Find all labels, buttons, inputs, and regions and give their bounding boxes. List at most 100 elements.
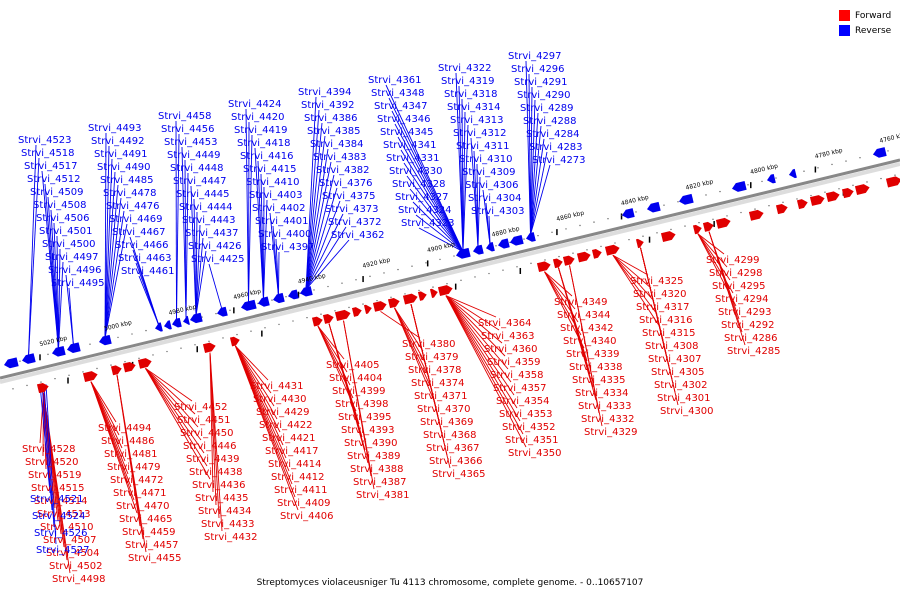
forward-gene-arrow [796, 199, 808, 210]
reverse-gene-arrow [4, 357, 19, 369]
forward-gene-label: Strvi_4387 [353, 477, 407, 488]
reverse-gene-label: Strvi_4443 [182, 215, 236, 226]
forward-gene-label: Strvi_4455 [128, 553, 182, 564]
forward-gene-arrow [604, 244, 620, 256]
axis-dot [222, 337, 224, 339]
forward-gene-label: Strvi_4438 [189, 467, 243, 478]
reverse-gene-arrow [498, 238, 510, 249]
forward-gene-label: Strvi_4342 [560, 323, 614, 334]
axis-dot [705, 194, 707, 196]
reverse-gene-leader [195, 250, 207, 317]
reverse-gene-leader [208, 263, 223, 310]
forward-gene-arrow [110, 365, 122, 376]
reverse-gene-arrow [300, 286, 313, 297]
forward-gene-label: Strvi_4404 [329, 373, 383, 384]
axis-dot [544, 259, 546, 261]
forward-gene-leader [708, 231, 746, 346]
axis-dot [537, 234, 539, 237]
forward-gene-leader [235, 345, 275, 407]
reverse-gene-leader [275, 238, 279, 296]
reverse-gene-label: Strvi_4296 [511, 64, 565, 75]
forward-gene-label: Strvi_4405 [326, 360, 380, 371]
reverse-gene-leader [28, 144, 37, 357]
forward-gene-leader [445, 295, 497, 318]
forward-gene-label: Strvi_4486 [101, 436, 155, 447]
reverse-gene-label: Strvi_4415 [243, 164, 297, 175]
forward-gene-label: Strvi_4329 [584, 427, 638, 438]
axis-dot [747, 184, 749, 186]
axis-dot [831, 163, 833, 166]
axis-dot [670, 228, 672, 231]
reverse-gene-leader [305, 148, 329, 290]
forward-gene-leader [145, 368, 205, 454]
axis-dot [887, 150, 889, 152]
forward-gene-label: Strvi_4429 [256, 407, 310, 418]
reverse-gene-label: Strvi_4467 [112, 227, 166, 238]
axis-dot [656, 232, 658, 234]
reverse-gene-leader [248, 121, 250, 304]
axis-dot [229, 309, 231, 311]
reverse-gene-label: Strvi_4283 [529, 142, 583, 153]
forward-gene-label: Strvi_4339 [566, 349, 620, 360]
forward-gene-label: Strvi_4504 [46, 548, 100, 559]
reverse-gene-arrow [486, 242, 495, 252]
reverse-gene-leader [476, 163, 479, 248]
axis-dot [628, 238, 630, 241]
reverse-gene-leader [305, 187, 338, 290]
reverse-gene-label: Strvi_4304 [468, 193, 522, 204]
forward-gene-label: Strvi_4457 [125, 540, 179, 551]
forward-gene-leader [697, 233, 731, 281]
axis-dot [110, 364, 112, 366]
forward-gene-leader [410, 304, 451, 469]
forward-gene-leader [43, 392, 71, 574]
reverse-gene-leader [257, 160, 264, 300]
forward-gene-leader [445, 295, 515, 396]
reverse-gene-label: Strvi_4526 [34, 528, 88, 539]
forward-gene-leader [569, 265, 603, 427]
forward-gene-label: Strvi_4439 [186, 454, 240, 465]
forward-gene-label: Strvi_4507 [43, 535, 97, 546]
gene-arrows [4, 147, 900, 394]
forward-gene-label: Strvi_4393 [341, 425, 395, 436]
forward-gene-label: Strvi_4352 [502, 422, 556, 433]
reverse-gene-label: Strvi_4485 [100, 175, 154, 186]
axis-tick-label: 4820 kbp [685, 178, 714, 192]
axis-dot [782, 201, 784, 204]
axis-dot [880, 177, 882, 180]
forward-gene-leader [612, 254, 655, 302]
reverse-gene-label: Strvi_4375 [322, 191, 376, 202]
forward-gene-label: Strvi_4350 [508, 448, 562, 459]
reverse-gene-label: Strvi_4469 [109, 214, 163, 225]
forward-gene-label: Strvi_4317 [636, 302, 690, 313]
forward-gene-leader [445, 295, 506, 357]
reverse-gene-leader [45, 384, 57, 545]
axis-dot [404, 293, 406, 295]
reverse-gene-label: Strvi_4508 [33, 200, 87, 211]
reverse-gene-label: Strvi_4361 [368, 75, 422, 86]
reverse-gene-label: Strvi_4291 [514, 77, 568, 88]
forward-gene-leader [445, 295, 503, 344]
forward-gene-label: Strvi_4471 [113, 488, 167, 499]
reverse-gene-leader [195, 211, 198, 316]
reverse-gene-label: Strvi_4523 [18, 135, 72, 146]
reverse-gene-leader [248, 134, 253, 304]
axis-dot [278, 323, 280, 326]
forward-gene-leader [343, 320, 375, 490]
reverse-gene-label: Strvi_4306 [465, 180, 519, 191]
reverse-gene-leader [412, 201, 464, 252]
forward-gene-leader [445, 295, 512, 383]
forward-gene-label: Strvi_4451 [177, 415, 231, 426]
axis-tick-label: 5020 kbp [39, 335, 68, 349]
reverse-gene-label: Strvi_4372 [328, 217, 382, 228]
axis-dot [572, 252, 574, 254]
reverse-gene-label: Strvi_4463 [118, 253, 172, 264]
reverse-gene-label: Strvi_4288 [523, 116, 577, 127]
reverse-gene-arrow [99, 334, 112, 346]
reverse-gene-label: Strvi_4397 [261, 242, 315, 253]
forward-gene-arrow [562, 255, 575, 266]
forward-gene-arrow [311, 316, 323, 327]
reverse-gene-label: Strvi_4373 [325, 204, 379, 215]
forward-gene-label: Strvi_4435 [195, 493, 249, 504]
reverse-gene-label: Strvi_4385 [307, 126, 361, 137]
axis-dot [26, 384, 28, 387]
